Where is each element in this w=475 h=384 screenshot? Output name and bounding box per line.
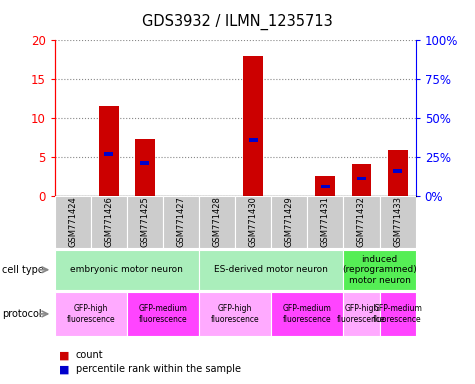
Text: GSM771429: GSM771429 bbox=[285, 196, 294, 247]
Bar bbox=[163, 196, 199, 248]
Bar bbox=[55, 250, 199, 290]
Text: count: count bbox=[76, 350, 104, 360]
Bar bbox=[55, 196, 91, 248]
Bar bbox=[393, 169, 402, 173]
Bar bbox=[380, 196, 416, 248]
Text: induced
(reprogrammed)
motor neuron: induced (reprogrammed) motor neuron bbox=[342, 255, 417, 285]
Bar bbox=[135, 139, 155, 196]
Bar bbox=[307, 196, 343, 248]
Text: GSM771424: GSM771424 bbox=[68, 196, 77, 247]
Text: GSM771432: GSM771432 bbox=[357, 196, 366, 247]
Bar bbox=[141, 161, 149, 165]
Text: ES-derived motor neuron: ES-derived motor neuron bbox=[214, 265, 328, 274]
Text: GFP-high
fluorescence: GFP-high fluorescence bbox=[66, 304, 115, 324]
Text: GSM771431: GSM771431 bbox=[321, 196, 330, 247]
Text: GSM771426: GSM771426 bbox=[104, 196, 113, 247]
Text: GFP-medium
fluorescence: GFP-medium fluorescence bbox=[373, 304, 422, 324]
Text: GSM771428: GSM771428 bbox=[213, 196, 221, 247]
Bar bbox=[271, 292, 343, 336]
Text: cell type: cell type bbox=[2, 265, 44, 275]
Bar bbox=[91, 196, 127, 248]
Text: percentile rank within the sample: percentile rank within the sample bbox=[76, 364, 241, 374]
Text: embryonic motor neuron: embryonic motor neuron bbox=[70, 265, 183, 274]
Bar bbox=[388, 150, 408, 196]
Bar bbox=[343, 292, 380, 336]
Text: GFP-high
fluorescence: GFP-high fluorescence bbox=[211, 304, 259, 324]
Bar bbox=[357, 177, 366, 180]
Text: GSM771433: GSM771433 bbox=[393, 196, 402, 247]
Bar bbox=[380, 292, 416, 336]
Text: GDS3932 / ILMN_1235713: GDS3932 / ILMN_1235713 bbox=[142, 13, 333, 30]
Bar bbox=[235, 196, 271, 248]
Bar bbox=[343, 196, 380, 248]
Bar bbox=[99, 106, 119, 196]
Bar bbox=[315, 175, 335, 196]
Bar bbox=[343, 250, 416, 290]
Bar bbox=[352, 164, 371, 196]
Bar bbox=[104, 152, 113, 156]
Bar bbox=[249, 138, 257, 142]
Text: GFP-medium
fluorescence: GFP-medium fluorescence bbox=[283, 304, 332, 324]
Bar bbox=[127, 196, 163, 248]
Text: protocol: protocol bbox=[2, 309, 42, 319]
Text: GSM771430: GSM771430 bbox=[249, 196, 257, 247]
Text: GFP-high
fluorescence: GFP-high fluorescence bbox=[337, 304, 386, 324]
Bar bbox=[243, 56, 263, 196]
Text: GSM771425: GSM771425 bbox=[141, 196, 149, 247]
Bar bbox=[199, 250, 343, 290]
Text: GSM771427: GSM771427 bbox=[177, 196, 185, 247]
Text: ■: ■ bbox=[59, 350, 70, 360]
Bar bbox=[127, 292, 199, 336]
Bar bbox=[199, 292, 271, 336]
Bar bbox=[321, 185, 330, 188]
Bar bbox=[271, 196, 307, 248]
Text: ■: ■ bbox=[59, 364, 70, 374]
Bar bbox=[199, 196, 235, 248]
Bar bbox=[55, 292, 127, 336]
Text: GFP-medium
fluorescence: GFP-medium fluorescence bbox=[139, 304, 187, 324]
